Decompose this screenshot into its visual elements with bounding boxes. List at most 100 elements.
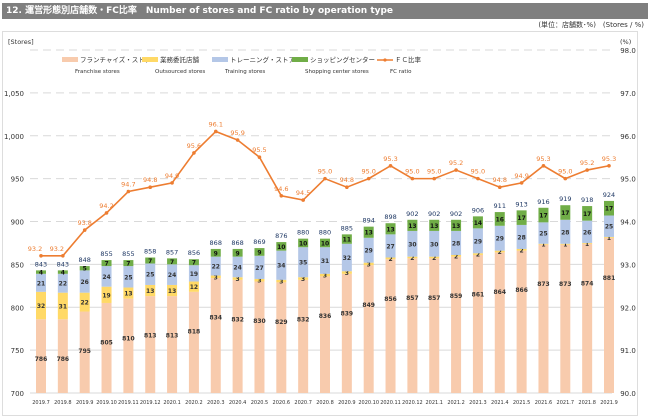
bar-segment — [472, 216, 483, 229]
total-label: 906 — [472, 206, 484, 214]
bar-data-label: 9 — [236, 250, 240, 257]
bar-data-label: 13 — [430, 223, 438, 230]
bar-data-label: 3 — [301, 276, 305, 283]
fc-ratio-label: 93.2 — [50, 245, 64, 253]
fc-ratio-point — [607, 163, 611, 168]
bar-data-label: 7 — [192, 260, 196, 267]
bar-data-label: 9 — [257, 249, 261, 256]
bar-segment — [341, 234, 352, 244]
bar-segment — [210, 248, 221, 257]
legend-label-en: Shopping center stores — [305, 69, 369, 75]
legend-label: 業務委託店舗 — [160, 55, 200, 64]
bar-data-label: 17 — [605, 206, 613, 213]
bar-data-label: 11 — [343, 237, 351, 244]
bar-data-label: 16 — [496, 216, 504, 223]
bar-data-label: 813 — [166, 333, 179, 340]
bar-data-label: 866 — [515, 287, 528, 294]
fc-ratio-label: 95.3 — [383, 155, 397, 163]
bar-data-label: 13 — [146, 288, 154, 295]
legend-label: ＦＣ比率 — [395, 55, 422, 64]
x-tick-label: 2020.12 — [402, 400, 423, 406]
bar-segment — [429, 219, 440, 231]
bar-segment — [79, 270, 90, 293]
legend-swatch — [292, 57, 308, 62]
bar-segment — [232, 279, 243, 393]
fc-ratio-label: 95.5 — [252, 146, 266, 154]
legend-label: フランチャイズ・ストア — [80, 55, 152, 64]
fc-ratio-label: 95.9 — [230, 129, 244, 137]
y-tick-left: 850 — [11, 261, 24, 269]
bar-segment — [254, 281, 265, 393]
bar-segment — [57, 270, 68, 274]
bar-segment — [210, 278, 221, 393]
bar-data-label: 27 — [386, 243, 394, 250]
bar-data-label: 1 — [585, 241, 589, 248]
bar-data-label: 4 — [39, 270, 43, 277]
bar-segment — [560, 205, 571, 220]
fc-ratio-label: 95.0 — [405, 168, 419, 176]
bar-data-label: 28 — [517, 234, 525, 241]
fc-ratio-label: 95.0 — [558, 168, 572, 176]
bar-segment — [320, 238, 330, 248]
bar-data-label: 1 — [541, 242, 545, 249]
bar-segment — [188, 291, 199, 393]
y-tick-left: 900 — [11, 219, 24, 227]
bar-segment — [57, 292, 68, 320]
bar-data-label: 3 — [236, 276, 240, 283]
bar-segment — [298, 247, 309, 278]
bar-segment — [232, 256, 243, 278]
fc-ratio-point — [301, 198, 305, 202]
bar-segment — [36, 270, 46, 274]
bar-segment — [494, 250, 505, 253]
x-tick-label: 2019.10 — [96, 400, 117, 406]
x-tick-label: 2019.9 — [76, 400, 94, 406]
bar-segment — [516, 250, 527, 393]
bar-segment — [276, 282, 287, 393]
bar-segment — [298, 279, 309, 393]
bar-segment — [276, 250, 287, 280]
bar-data-label: 28 — [561, 229, 569, 236]
bar-data-label: 830 — [253, 318, 266, 325]
y-tick-left: 1,050 — [4, 90, 24, 98]
bar-data-label: 857 — [406, 295, 419, 302]
bar-data-label: 2 — [520, 247, 524, 254]
total-label: 902 — [428, 210, 440, 218]
fc-ratio-label: 95.6 — [187, 142, 201, 150]
bar-segment — [451, 230, 462, 255]
fc-ratio-point — [279, 193, 284, 198]
total-label: 902 — [406, 210, 418, 218]
bar-segment — [451, 219, 462, 231]
fc-ratio-point — [192, 151, 196, 155]
total-label: 843 — [35, 260, 47, 268]
bar-data-label: 24 — [233, 264, 241, 271]
bar-segment — [254, 248, 265, 256]
bar-data-label: 25 — [124, 274, 132, 281]
bar-data-label: 810 — [122, 335, 135, 342]
bar-segment — [101, 286, 112, 303]
x-tick-label: 2019.8 — [54, 400, 72, 406]
bar-data-label: 861 — [472, 292, 485, 299]
bar-segment — [101, 260, 112, 267]
fc-ratio-label: 94.8 — [340, 176, 354, 184]
y-axis-label-left: [Stores] — [8, 38, 34, 46]
x-tick-label: 2021.9 — [600, 400, 618, 406]
bar-data-label: 1 — [607, 235, 611, 242]
bar-data-label: 805 — [100, 340, 113, 347]
bar-data-label: 786 — [57, 356, 70, 363]
bar-segment — [407, 230, 418, 257]
bar-data-label: 25 — [146, 272, 154, 279]
y-tick-right: 94.0 — [620, 219, 636, 227]
bar-segment — [604, 215, 614, 237]
y-tick-right: 91.0 — [620, 347, 636, 355]
y-tick-right: 97.0 — [620, 90, 636, 98]
x-tick-label: 2019.12 — [140, 400, 161, 406]
bar-segment — [451, 254, 462, 257]
total-label: 868 — [231, 239, 243, 247]
bar-data-label: 3 — [345, 270, 349, 277]
fc-ratio-point — [476, 176, 480, 181]
bar-data-label: 27 — [255, 265, 263, 272]
bar-segment — [36, 319, 46, 393]
fc-ratio-point — [126, 189, 131, 194]
legend-swatch — [62, 57, 78, 62]
bar-data-label: 2 — [432, 255, 436, 262]
